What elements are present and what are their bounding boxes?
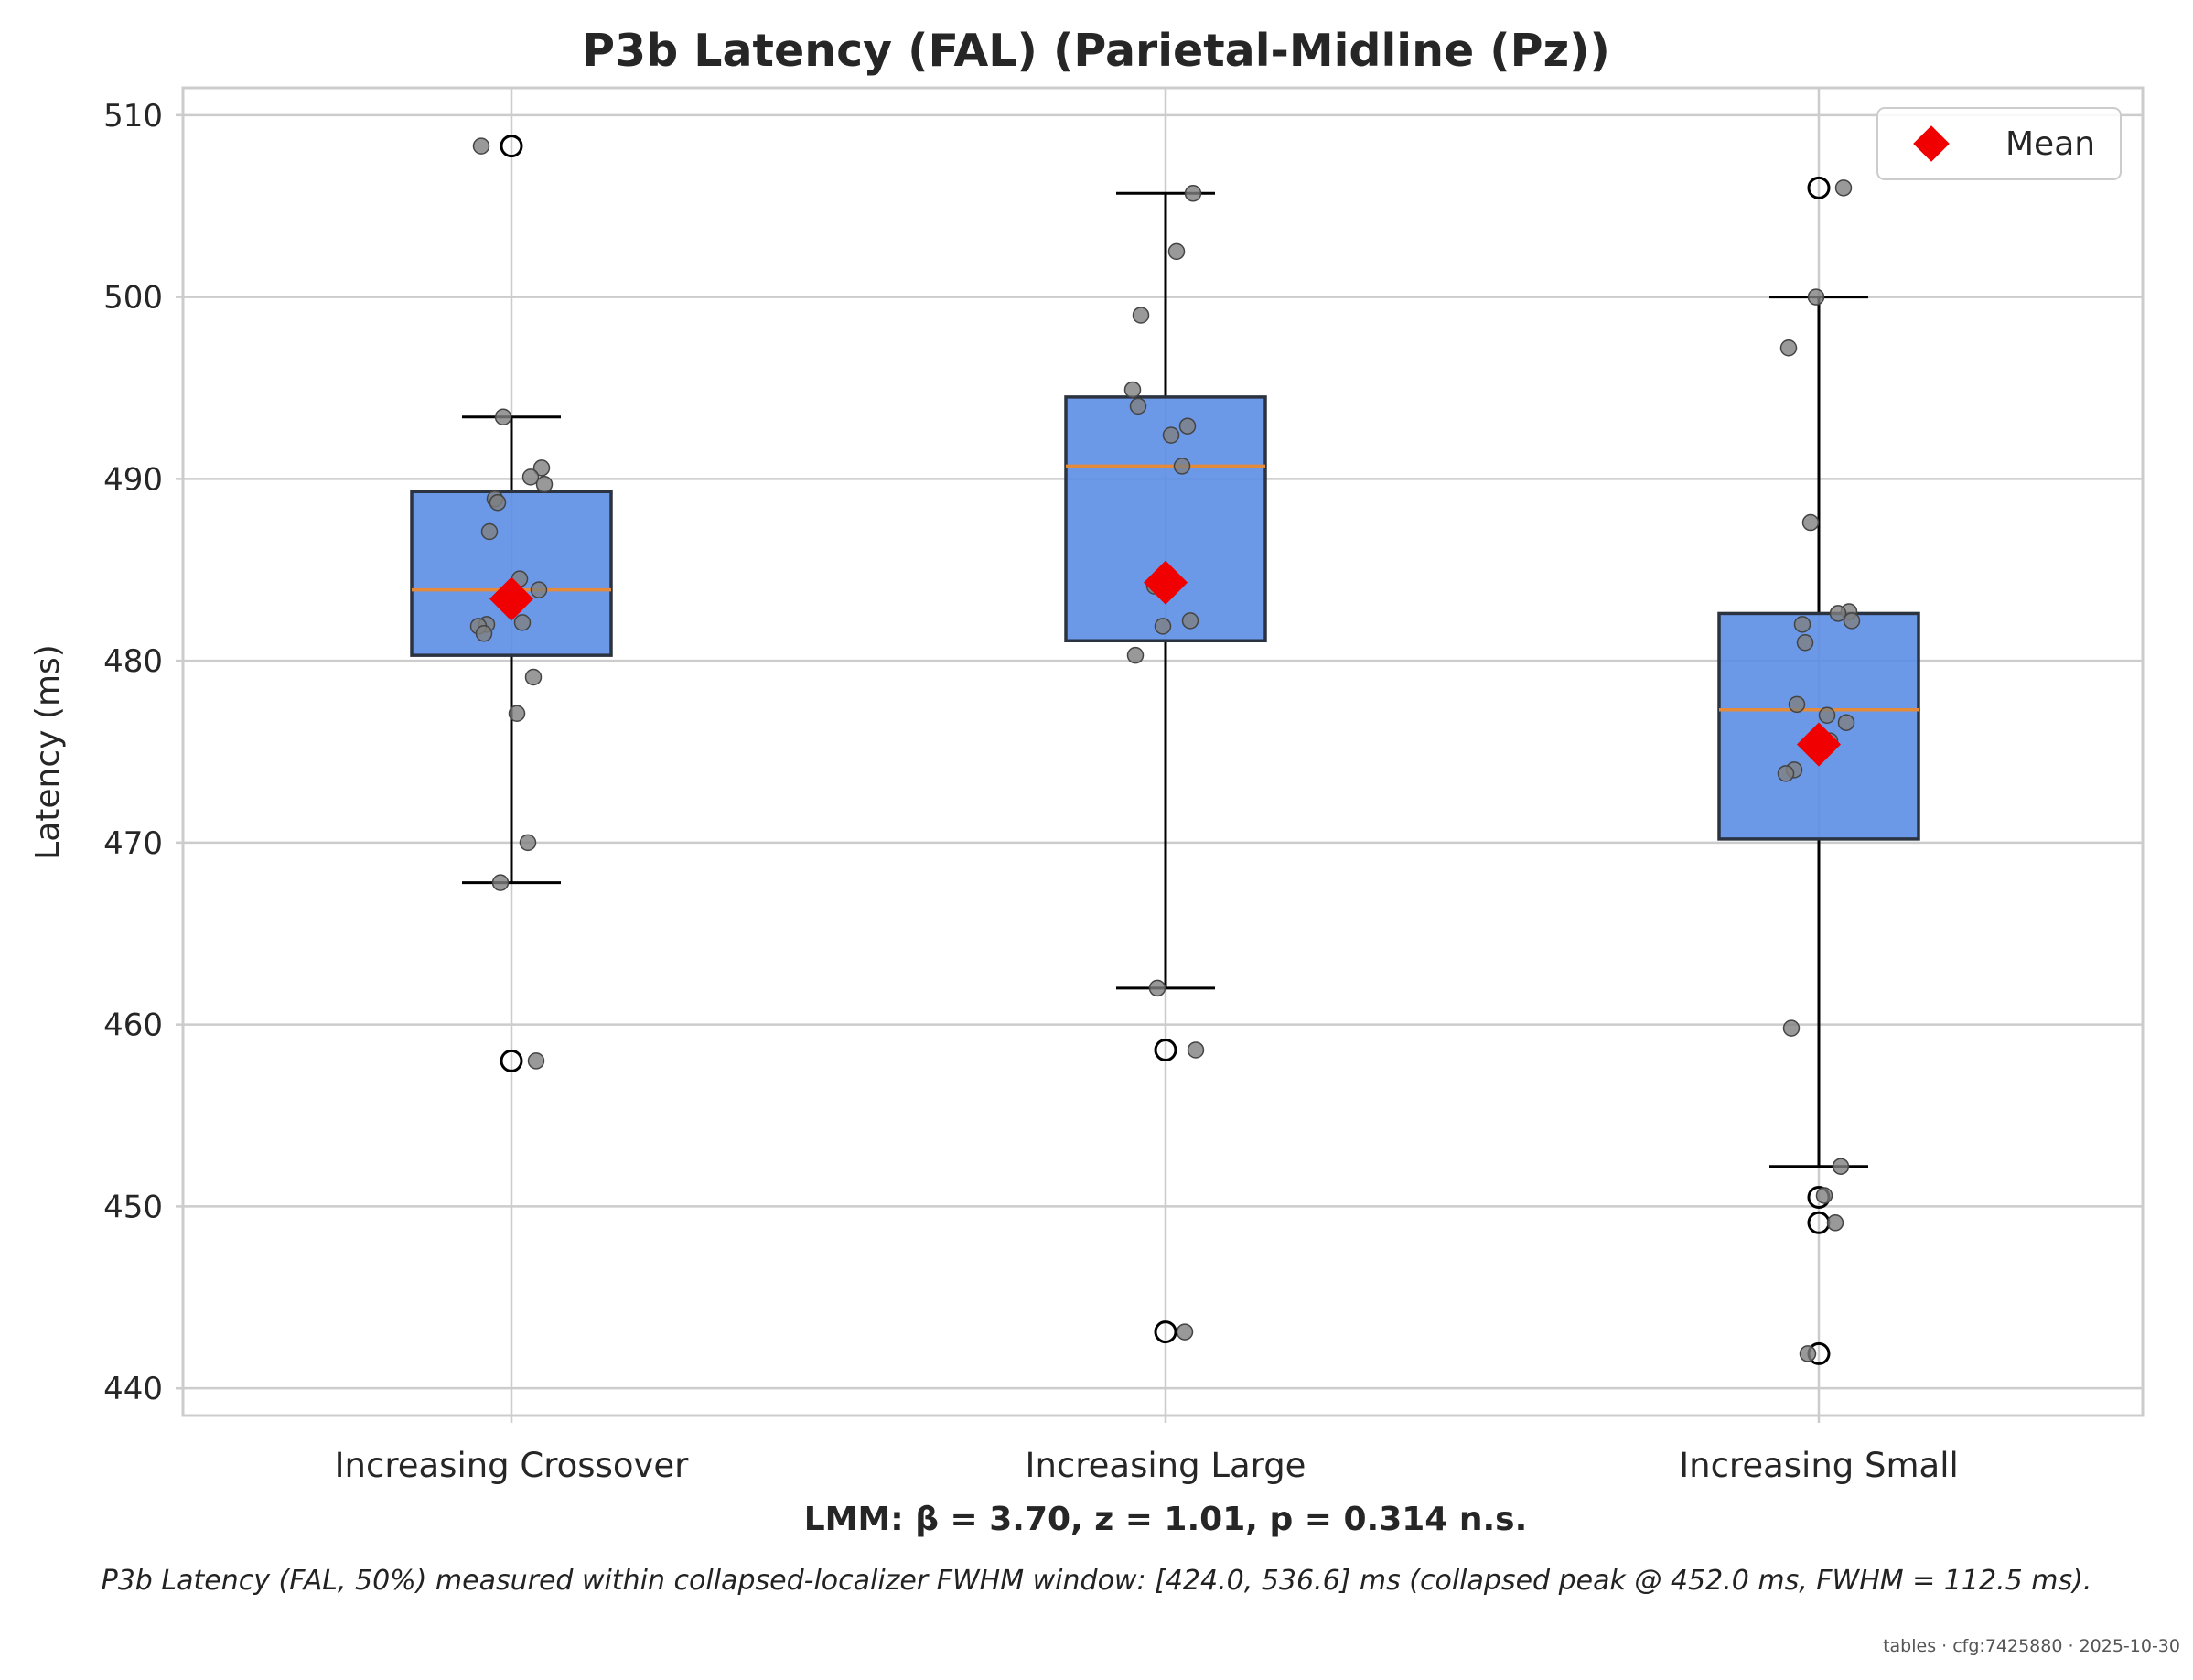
outlier-point	[1807, 176, 1831, 199]
y-tick-labels: 440 450 460 470 480 490 500 510	[103, 98, 163, 1407]
data-point	[494, 408, 512, 426]
outlier-point	[500, 1049, 523, 1072]
x-tick-label: Increasing Large	[1026, 1446, 1306, 1485]
data-point	[1799, 1345, 1817, 1362]
data-point	[530, 581, 548, 598]
y-axis-label: Latency (ms)	[29, 644, 67, 860]
data-point	[1162, 426, 1180, 444]
outlier-point	[1154, 1038, 1177, 1061]
data-point	[1793, 616, 1811, 633]
data-point	[489, 493, 507, 512]
data-point	[1129, 397, 1147, 415]
x-tick-labels: Increasing Crossover Increasing Large Incr…	[335, 1446, 1959, 1485]
data-point	[1178, 417, 1197, 435]
lmm-annotation: LMM: β = 3.70, z = 1.01, p = 0.314 n.s.	[804, 1501, 1528, 1538]
data-point	[1123, 381, 1142, 399]
outlier-point	[500, 135, 523, 158]
data-point	[1187, 1041, 1205, 1059]
data-point	[527, 1052, 545, 1070]
legend-mean-label: Mean	[2005, 125, 2095, 163]
y-tick-label: 510	[103, 98, 163, 135]
y-tick-label: 480	[103, 643, 163, 680]
data-point	[1148, 979, 1166, 997]
data-point	[1818, 706, 1836, 724]
data-point	[1181, 612, 1199, 630]
data-point	[513, 614, 532, 631]
y-tick-label: 440	[103, 1371, 163, 1407]
data-point	[1126, 646, 1145, 664]
y-tick-label: 450	[103, 1189, 163, 1225]
data-point	[508, 705, 526, 723]
data-point	[1167, 242, 1186, 261]
y-tick-label: 500	[103, 280, 163, 317]
data-point	[1132, 307, 1150, 324]
data-point	[1782, 1019, 1801, 1037]
data-point	[532, 459, 551, 477]
data-point	[1837, 714, 1855, 731]
data-point	[1832, 1158, 1850, 1175]
legend-box	[1876, 107, 2122, 180]
box	[410, 490, 613, 657]
data-point	[1807, 288, 1825, 306]
mean-marker	[489, 576, 534, 621]
legend-mean-marker	[1913, 125, 1950, 162]
data-point	[1796, 633, 1814, 652]
box-group	[410, 135, 613, 1072]
data-point	[1801, 513, 1820, 532]
data-point	[475, 625, 493, 642]
data-point	[1173, 458, 1191, 475]
plot-frame	[181, 86, 2145, 1417]
legend: Mean	[1876, 107, 2122, 180]
outlier-point	[1154, 1320, 1177, 1344]
data-point	[1154, 618, 1172, 635]
data-point	[491, 874, 510, 891]
x-tick-label: Increasing Crossover	[335, 1446, 690, 1485]
data-point	[1829, 605, 1847, 622]
data-point	[472, 137, 490, 155]
y-tick-label: 460	[103, 1007, 163, 1044]
data-point	[519, 834, 537, 852]
stamp: tables · cfg:7425880 · 2025-10-30	[1883, 1636, 2180, 1656]
data-point	[1176, 1323, 1194, 1341]
data-point	[1834, 179, 1853, 197]
data-point	[1788, 695, 1806, 714]
data-point	[535, 476, 554, 493]
chart-title: P3b Latency (FAL) (Parietal-Midline (Pz)…	[582, 25, 1610, 77]
data-point	[480, 522, 499, 541]
data-point	[524, 668, 543, 686]
data-point	[521, 468, 540, 486]
data-point	[1779, 339, 1798, 357]
data-point	[1184, 185, 1202, 202]
data-point	[1826, 1214, 1844, 1232]
footnote: P3b Latency (FAL, 50%) measured within c…	[101, 1565, 2092, 1597]
y-tick-label: 490	[103, 461, 163, 498]
y-tick-label: 470	[103, 825, 163, 862]
x-tick-label: Increasing Small	[1679, 1446, 1959, 1485]
data-point	[1777, 765, 1795, 782]
box-group	[1717, 176, 1920, 1365]
data-point	[1843, 612, 1861, 630]
data-point	[1815, 1187, 1833, 1204]
